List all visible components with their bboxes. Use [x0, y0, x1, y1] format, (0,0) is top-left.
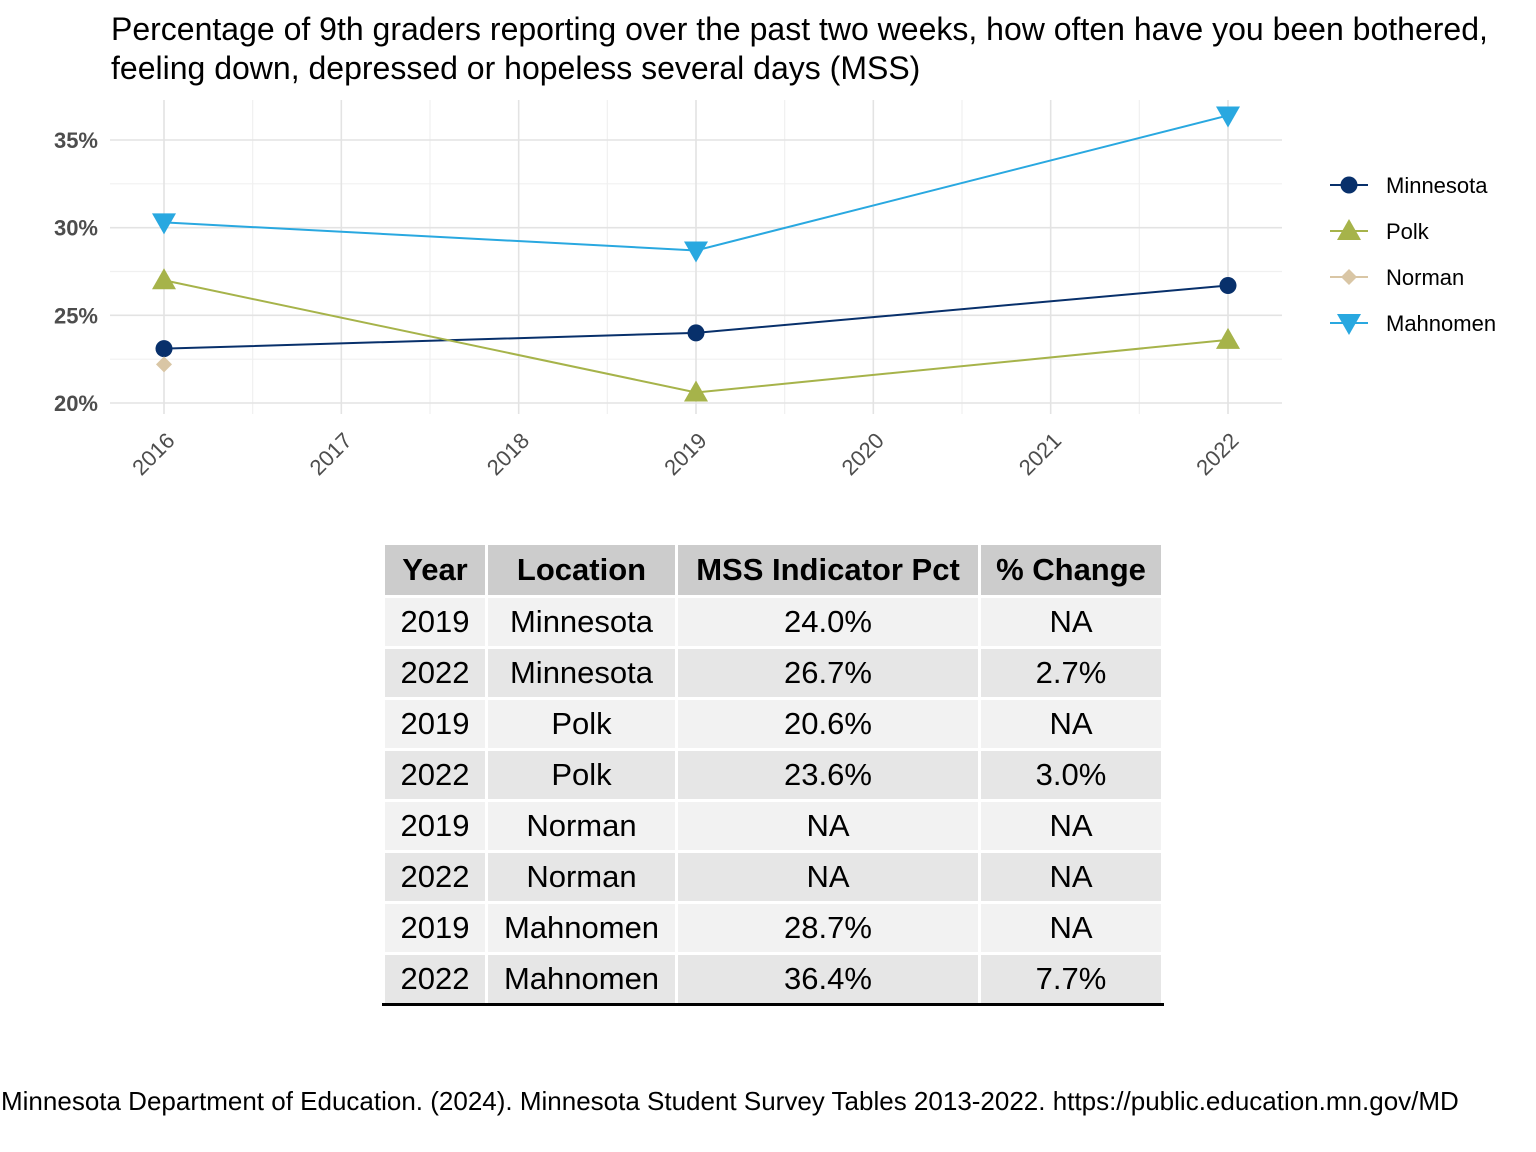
data-point-polk [152, 268, 176, 290]
table-row: 2022 Polk 23.6% 3.0% [382, 748, 1164, 802]
table-cell: Minnesota [485, 595, 678, 649]
table-cell: Mahnomen [485, 952, 678, 1006]
y-tick-label: 20% [54, 391, 98, 416]
table-cell: NA [978, 799, 1164, 853]
table-cell: 2022 [382, 748, 488, 802]
table-cell: 20.6% [675, 697, 981, 751]
table-cell: 26.7% [675, 646, 981, 700]
x-tick-label: 2018 [482, 428, 534, 480]
column-header-location: Location [485, 542, 678, 598]
table-cell: 2022 [382, 646, 488, 700]
table-cell: 2019 [382, 697, 488, 751]
x-tick-label: 2020 [837, 428, 889, 480]
y-tick-label: 30% [54, 216, 98, 241]
legend-label-polk: Polk [1386, 219, 1430, 244]
legend-label-minnesota: Minnesota [1386, 173, 1488, 198]
y-tick-label: 25% [54, 303, 98, 328]
table-row: 2019 Norman NA NA [382, 799, 1164, 853]
table-cell: NA [978, 697, 1164, 751]
table-cell: 2019 [382, 799, 488, 853]
table-cell: Minnesota [485, 646, 678, 700]
data-point-polk [684, 380, 708, 402]
table-cell: Mahnomen [485, 901, 678, 955]
x-tick-label: 2022 [1191, 428, 1243, 480]
legend-label-norman: Norman [1386, 265, 1464, 290]
table-cell: 2022 [382, 850, 488, 904]
table-cell: Norman [485, 799, 678, 853]
x-tick-label: 2016 [127, 428, 179, 480]
table-cell: 24.0% [675, 595, 981, 649]
data-table: Year Location MSS Indicator Pct % Change… [382, 542, 1164, 1006]
data-point-minnesota [687, 324, 705, 342]
table-row: 2022 Mahnomen 36.4% 7.7% [382, 952, 1164, 1006]
table-cell: Polk [485, 748, 678, 802]
table-cell: NA [675, 850, 981, 904]
table-row: 2019 Polk 20.6% NA [382, 697, 1164, 751]
table-cell: NA [978, 901, 1164, 955]
table-cell: 28.7% [675, 901, 981, 955]
table-row: 2019 Minnesota 24.0% NA [382, 595, 1164, 649]
table-cell: 2019 [382, 595, 488, 649]
legend-key-marker-polk [1337, 219, 1361, 240]
legend: Minnesota Polk Norman Mahnomen [1330, 173, 1496, 336]
legend-key-marker-norman [1341, 269, 1357, 285]
table-cell: 7.7% [978, 952, 1164, 1006]
column-header-pct-change: % Change [978, 542, 1164, 598]
table-cell: NA [978, 595, 1164, 649]
table-header-row: Year Location MSS Indicator Pct % Change [382, 542, 1164, 598]
table-cell: Norman [485, 850, 678, 904]
x-tick-label: 2019 [659, 428, 711, 480]
data-point-norman [156, 356, 172, 373]
table-row: 2022 Norman NA NA [382, 850, 1164, 904]
y-tick-label: 35% [54, 128, 98, 153]
table-row: 2022 Minnesota 26.7% 2.7% [382, 646, 1164, 700]
table-cell: 2.7% [978, 646, 1164, 700]
table-cell: Polk [485, 697, 678, 751]
table-cell: 2022 [382, 952, 488, 1006]
line-chart: 20% 25% 30% 35% 2016 2017 2018 2019 2020 2021 2022… [54, 100, 1496, 480]
source-citation: Minnesota Department of Education. (2024… [1, 1086, 1459, 1116]
data-point-minnesota [155, 340, 173, 358]
table-cell: NA [978, 850, 1164, 904]
table-cell: 23.6% [675, 748, 981, 802]
axis-labels: 20% 25% 30% 35% 2016 2017 2018 2019 2020 2021 2022 [54, 128, 1244, 480]
chart-title: Percentage of 9th graders reporting over… [111, 11, 1488, 86]
table-cell: 36.4% [675, 952, 981, 1006]
legend-label-mahnomen: Mahnomen [1386, 311, 1496, 336]
data-point-minnesota [1219, 277, 1237, 295]
data-points [152, 106, 1240, 402]
data-point-mahnomen [1216, 106, 1240, 128]
column-header-year: Year [382, 542, 488, 598]
column-header-mss-indicator-pct: MSS Indicator Pct [675, 542, 981, 598]
legend-key-marker-mahnomen [1337, 314, 1361, 335]
data-point-polk [1216, 327, 1240, 349]
x-tick-label: 2017 [305, 428, 357, 480]
table-cell: NA [675, 799, 981, 853]
data-point-mahnomen [684, 241, 708, 263]
table-cell: 3.0% [978, 748, 1164, 802]
table-row: 2019 Mahnomen 28.7% NA [382, 901, 1164, 955]
x-tick-label: 2021 [1014, 428, 1066, 480]
data-point-mahnomen [152, 213, 176, 235]
legend-key-marker-minnesota [1340, 176, 1358, 194]
table-cell: 2019 [382, 901, 488, 955]
